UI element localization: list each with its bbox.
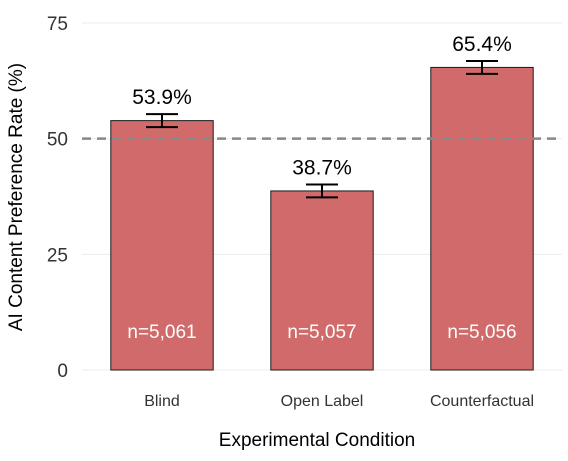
bar-blind xyxy=(110,120,214,371)
value-label: 53.9% xyxy=(132,86,192,109)
x-axis-title: Experimental Condition xyxy=(219,430,415,451)
bar-counterfactual xyxy=(430,66,534,371)
error-bars xyxy=(146,59,498,199)
y-axis-title: AI Content Preference Rate (%) xyxy=(6,63,27,331)
x-tick-label: Open Label xyxy=(281,393,364,410)
value-label: 38.7% xyxy=(292,156,352,179)
x-axis-ticks: Blind Open Label Counterfactual xyxy=(144,393,534,410)
y-tick-label: 25 xyxy=(47,245,68,266)
sample-size-label: n=5,057 xyxy=(287,322,356,343)
x-tick-label: Blind xyxy=(144,393,180,410)
bar-open-label xyxy=(270,190,374,371)
sample-size-label: n=5,056 xyxy=(447,322,516,343)
x-tick-label: Counterfactual xyxy=(430,393,534,410)
bar-labels: 53.9% 38.7% 65.4% n=5,061 n=5,057 n=5,056 xyxy=(127,33,516,343)
y-tick-label: 0 xyxy=(57,361,68,382)
bars xyxy=(110,66,534,371)
sample-size-label: n=5,061 xyxy=(127,322,196,343)
value-label: 65.4% xyxy=(452,33,512,56)
y-tick-label: 50 xyxy=(47,130,68,151)
y-axis-ticks: 0 25 50 75 xyxy=(47,14,68,382)
y-tick-label: 75 xyxy=(47,14,68,35)
